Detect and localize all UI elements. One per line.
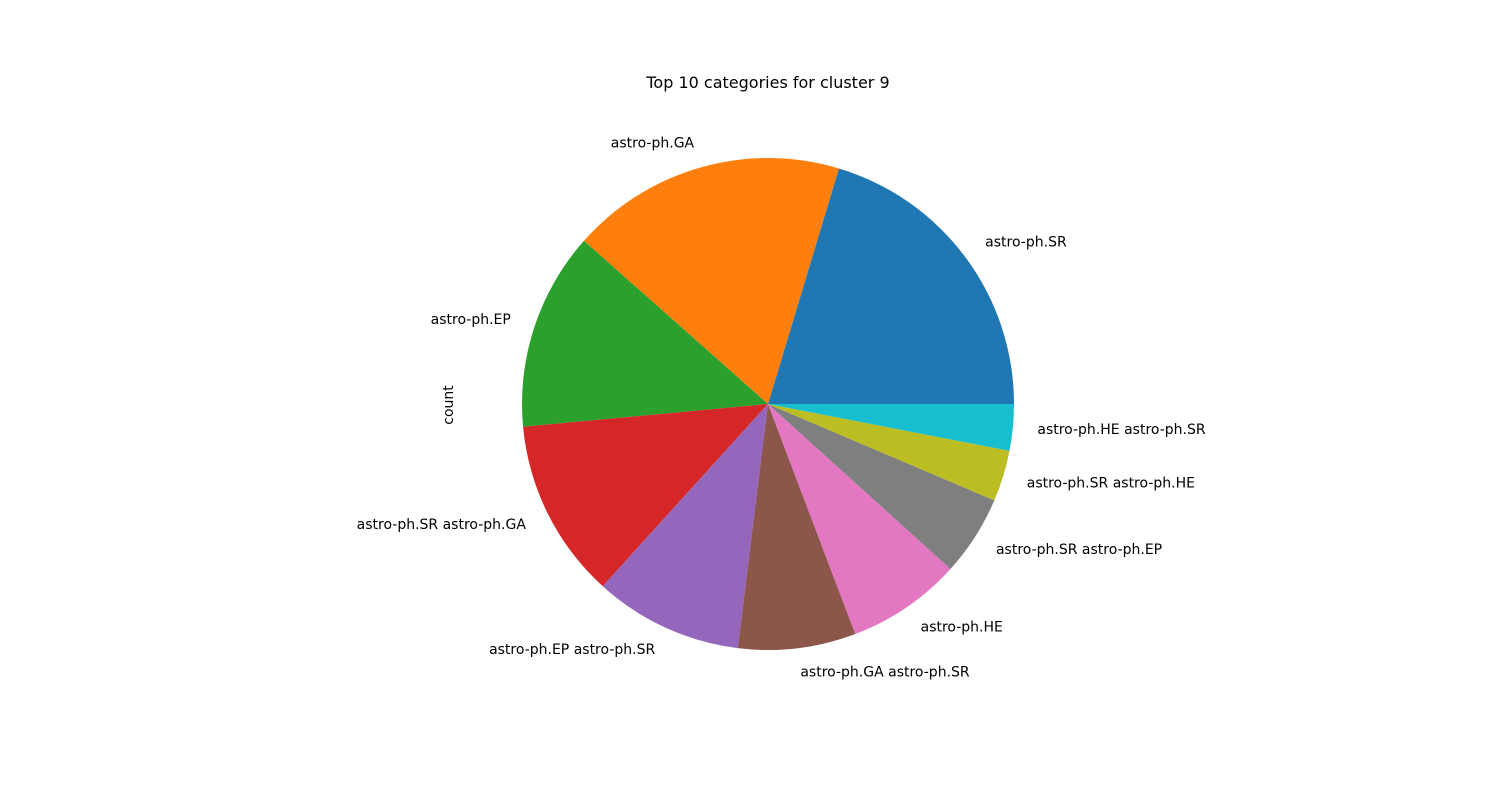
- pie-slice-7: [768, 404, 951, 634]
- y-axis-label: count: [441, 385, 457, 425]
- pie-slice-label-10: astro-ph.HE astro-ph.SR: [1037, 422, 1206, 438]
- pie-slice-label-6: astro-ph.GA astro-ph.SR: [800, 665, 970, 681]
- pie-slice-10: [768, 404, 1014, 451]
- pie-slice-label-9: astro-ph.SR astro-ph.HE: [1027, 475, 1195, 491]
- pie-slice-9: [768, 404, 1010, 501]
- pie-slice-3: [522, 240, 768, 427]
- pie-slice-label-2: astro-ph.GA: [611, 136, 695, 152]
- pie-slice-8: [768, 404, 995, 569]
- chart-title: Top 10 categories for cluster 9: [645, 73, 889, 92]
- pie-slice-label-3: astro-ph.EP: [431, 312, 511, 328]
- pie-slice-label-1: astro-ph.SR: [985, 235, 1067, 251]
- pie-slice-5: [602, 404, 768, 649]
- pie-slice-1: [768, 168, 1014, 404]
- pie-slice-label-5: astro-ph.EP astro-ph.SR: [489, 642, 655, 658]
- pie-slice-2: [583, 157, 839, 404]
- pie-slice-4: [523, 404, 768, 587]
- pie-slice-label-7: astro-ph.HE: [921, 619, 1003, 635]
- pie-slice-label-8: astro-ph.SR astro-ph.EP: [996, 542, 1162, 558]
- pie-slices: [522, 157, 1014, 650]
- pie-slice-6: [737, 404, 856, 650]
- pie-slice-label-4: astro-ph.SR astro-ph.GA: [357, 517, 527, 533]
- pie-slice-labels: astro-ph.SR astro-ph.GA astro-ph.EP astro-p…: [357, 136, 1206, 681]
